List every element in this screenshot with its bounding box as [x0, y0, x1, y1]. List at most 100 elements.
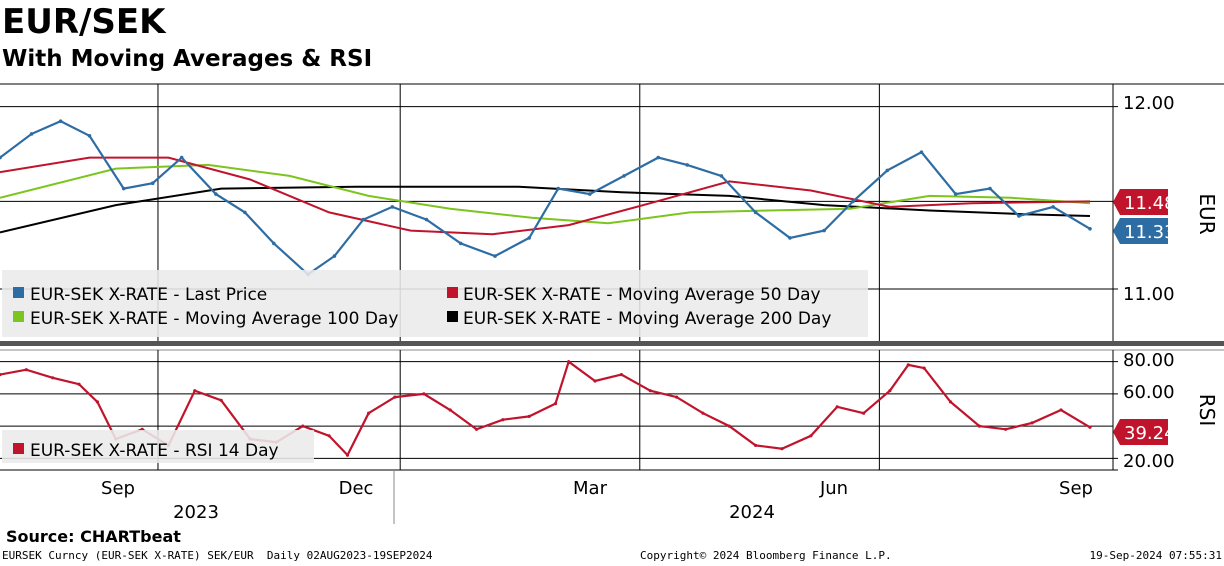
price-point [179, 155, 184, 160]
rsi-point [701, 411, 705, 415]
price-point [332, 254, 337, 258]
price-point [493, 254, 497, 258]
rsi-point [780, 447, 784, 451]
rsi-point [501, 418, 505, 422]
tag-text-price: 11.33 [1124, 222, 1176, 243]
legend-label-rsi: EUR-SEK X-RATE - RSI 14 Day [30, 441, 279, 461]
price-point [953, 192, 958, 196]
price-point [150, 181, 155, 185]
rsi-point [51, 376, 55, 380]
rsi-point [675, 395, 679, 399]
tag-text-rsi: 39.24 [1124, 423, 1176, 444]
rsi-point [422, 392, 426, 396]
price-point [87, 134, 92, 138]
rsi-point [754, 443, 758, 447]
tag-text-ma50: 11.48 [1124, 193, 1176, 214]
price-point [58, 119, 63, 123]
price-point [719, 174, 724, 178]
legend-label-ma50: EUR-SEK X-RATE - Moving Average 50 Day [463, 285, 821, 305]
x-tick-label-jun: Jun [819, 478, 848, 499]
footer-security-info: EURSEK Curncy (EUR-SEK X-RATE) SEK/EUR D… [2, 549, 433, 562]
footer-copyright: Copyright© 2024 Bloomberg Finance L.P. [640, 549, 892, 562]
price-point [0, 155, 2, 160]
rsi-point [567, 360, 571, 364]
price-point [556, 186, 560, 191]
x-tick-label-sep-2024: Sep [1059, 478, 1093, 499]
x-tick-label-mar: Mar [573, 478, 608, 499]
tag-bg-price [1113, 218, 1168, 244]
panel-separator [0, 341, 1224, 346]
price-point [424, 217, 429, 222]
rsi-point [1004, 427, 1008, 431]
series-line-ma100 [0, 163, 1091, 225]
last-value-tag-ma50: 11.48 [1113, 189, 1176, 215]
series-line-ma200 [0, 185, 1091, 234]
rsi-point [393, 395, 397, 399]
rsi-point [922, 366, 926, 370]
y-tick-label-price-11: 11.00 [1123, 284, 1175, 305]
legend-label-ma200: EUR-SEK X-RATE - Moving Average 200 Day [463, 309, 831, 329]
legend-swatch-rsi [13, 443, 24, 454]
price-point [243, 210, 247, 215]
last-value-tag-rsi: 39.24 [1113, 419, 1176, 445]
rsi-point [809, 434, 813, 438]
price-point [458, 241, 463, 246]
price-point [1088, 227, 1092, 231]
rsi-axis-label: RSI [1195, 394, 1219, 427]
rsi-point [1059, 408, 1063, 412]
legend-swatch-price [13, 287, 24, 298]
rsi-point [345, 453, 350, 457]
rsi-point [619, 373, 624, 377]
last-value-tag-price: 11.33 [1113, 218, 1176, 244]
rsi-point [835, 405, 839, 409]
chart-subtitle: With Moving Averages & RSI [2, 46, 373, 72]
rsi-point [327, 434, 331, 438]
legend-swatch-ma100 [13, 311, 24, 322]
price-point [121, 186, 126, 191]
rsi-point [301, 424, 305, 428]
price-legend: EUR-SEK X-RATE - Last Price EUR-SEK X-RA… [2, 270, 868, 337]
rsi-point [1030, 421, 1034, 425]
rsi-point [474, 427, 479, 431]
rsi-point [593, 379, 597, 383]
year-label-2023: 2023 [173, 502, 219, 523]
price-point [1051, 205, 1055, 209]
legend-swatch-ma50 [447, 287, 458, 298]
rsi-point [219, 398, 223, 402]
price-point [622, 174, 626, 178]
rsi-point [948, 400, 953, 404]
x-tick-label-sep-2023: Sep [101, 478, 135, 499]
price-point [753, 210, 758, 215]
price-point [988, 186, 992, 191]
legend-label-price: EUR-SEK X-RATE - Last Price [30, 285, 267, 305]
rsi-point [553, 402, 558, 406]
price-point [822, 228, 826, 233]
rsi-point [95, 400, 99, 404]
price-point [527, 236, 531, 240]
price-point [588, 192, 592, 196]
source-label: Source: CHARTbeat [6, 527, 181, 546]
rsi-point [24, 368, 28, 372]
footer-timestamp: 19-Sep-2024 07:55:31 [1089, 549, 1222, 562]
price-point [214, 192, 218, 196]
y-tick-label-rsi-20: 20.00 [1123, 451, 1175, 472]
price-point [851, 199, 855, 204]
price-point [656, 155, 660, 160]
price-legend-box [2, 270, 868, 337]
price-point [272, 241, 276, 246]
series-line-ma50 [0, 156, 1091, 236]
rsi-point [648, 389, 652, 393]
rsi-point [0, 373, 2, 377]
rsi-legend-box [2, 430, 314, 463]
series-layer [0, 119, 1092, 457]
year-label-2024: 2024 [729, 502, 775, 523]
rsi-legend: EUR-SEK X-RATE - RSI 14 Day [2, 430, 314, 463]
price-point [885, 168, 890, 173]
y-tick-label-rsi-60: 60.00 [1123, 382, 1175, 403]
rsi-point [193, 389, 197, 393]
rsi-point [862, 411, 866, 415]
y-tick-label-price-12: 12.00 [1123, 93, 1175, 114]
rsi-point [888, 389, 892, 393]
rsi-point [906, 363, 910, 367]
